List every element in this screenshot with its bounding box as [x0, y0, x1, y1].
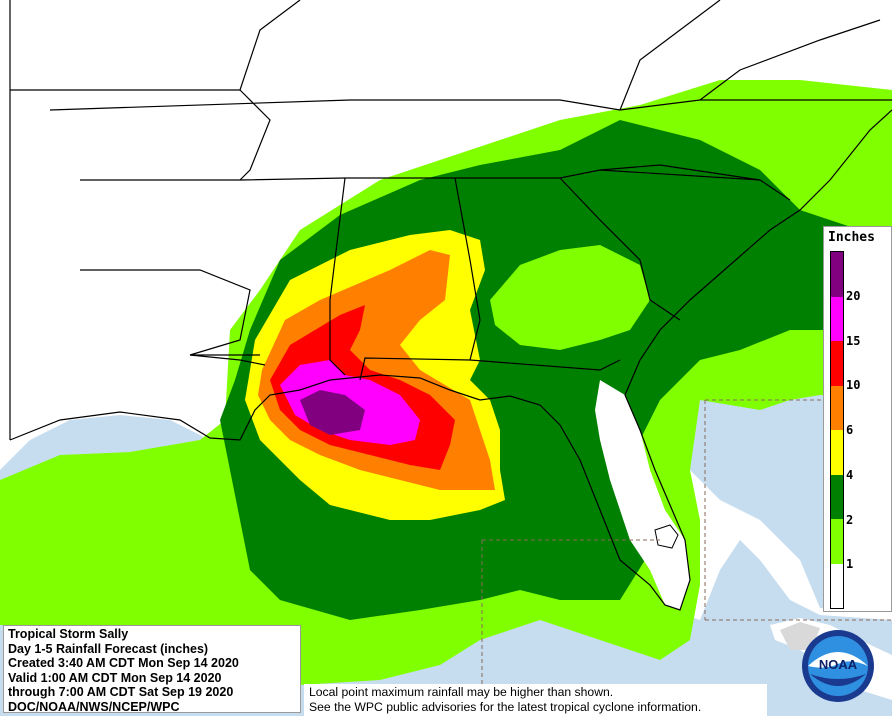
issuing-agency: DOC/NOAA/NWS/NCEP/WPC	[8, 699, 180, 714]
storm-name: Tropical Storm Sally	[8, 627, 129, 641]
disclaimer-line-2: See the WPC public advisories for the la…	[309, 699, 702, 714]
legend-swatch	[831, 252, 843, 297]
state-boundaries	[9, 0, 892, 440]
legend-swatch	[831, 341, 843, 386]
product-type: Day 1-5 Rainfall Forecast (inches)	[8, 641, 209, 656]
cuba-land-gray	[780, 622, 820, 650]
legend-tick-label: 1	[846, 557, 854, 572]
legend-tick-label: 20	[846, 288, 861, 303]
legend-swatch	[831, 296, 843, 341]
created-time: Created 3:40 AM CDT Mon Sep 14 2020	[8, 656, 239, 671]
contour-2in-inland-gap	[490, 245, 650, 350]
legend-swatch	[831, 519, 843, 564]
legend-swatch	[831, 385, 843, 430]
noaa-logo-text: NOAA	[819, 657, 858, 672]
disclaimer-line-1: Local point maximum rainfall may be high…	[309, 685, 614, 699]
valid-end: through 7:00 AM CDT Sat Sep 19 2020	[8, 685, 234, 700]
legend-swatch	[831, 474, 843, 519]
legend-tick-label: 6	[846, 423, 854, 437]
valid-start: Valid 1:00 AM CDT Mon Sep 14 2020	[8, 670, 222, 685]
legend-colorbar	[830, 251, 844, 609]
noaa-seal-icon: NOAA	[802, 630, 874, 702]
coastline	[9, 109, 892, 611]
legend-tick-label: 10	[846, 378, 861, 393]
legend-tick-label: 2	[846, 512, 854, 527]
legend-title: Inches	[828, 230, 875, 245]
legend-swatch	[831, 563, 843, 608]
legend-swatch	[831, 430, 843, 475]
florida-dry-area	[595, 380, 690, 610]
lake-okeechobee	[654, 524, 679, 549]
contour-20in	[300, 390, 365, 435]
legend-tick-label: 4	[846, 467, 854, 482]
legend-tick-label: 15	[846, 333, 861, 348]
product-info-box: Tropical Storm Sally Day 1-5 Rainfall Fo…	[3, 625, 301, 714]
legend: Inches 20 15 10 6 4 2 1	[823, 226, 892, 612]
disclaimer-box: Local point maximum rainfall may be high…	[304, 684, 767, 716]
forecast-domain-dashed	[481, 399, 892, 710]
